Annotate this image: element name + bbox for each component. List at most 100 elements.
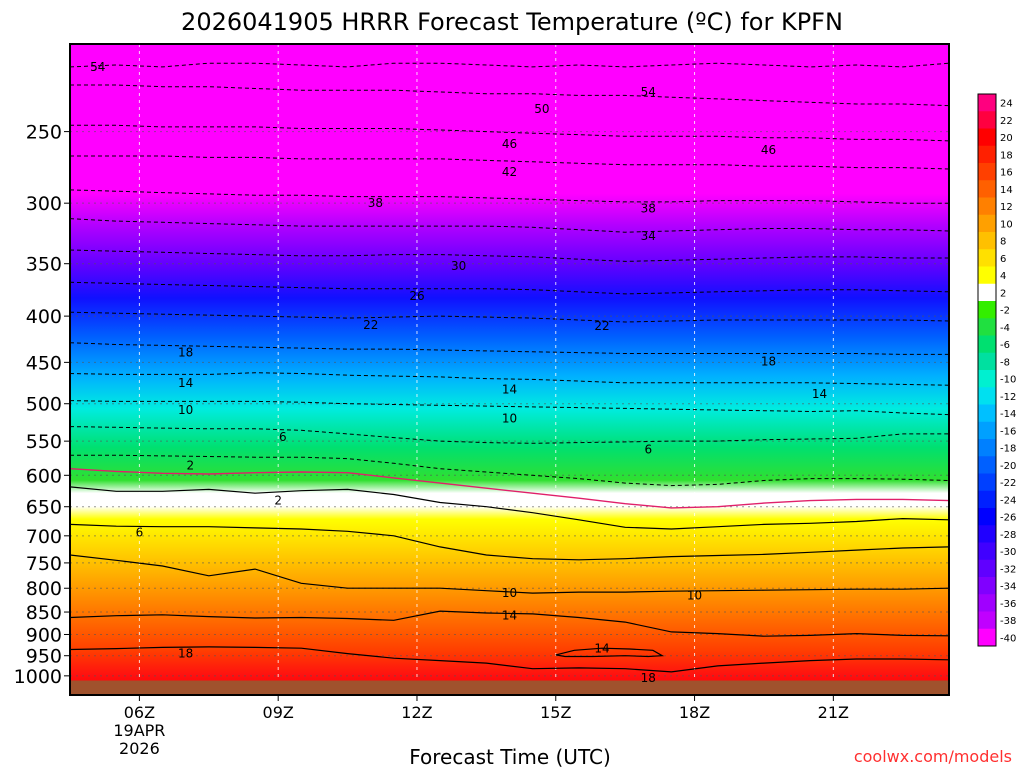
colorbar-swatch: [978, 370, 996, 388]
contour-label: 22: [363, 318, 378, 332]
ground-surface: [70, 680, 949, 695]
colorbar-label: 24: [1000, 99, 1013, 110]
y-tick-label: 650: [26, 497, 62, 519]
contour-2: [70, 486, 949, 530]
y-tick-label: 750: [26, 553, 62, 575]
contour-14: [70, 610, 949, 637]
x-tick-label: 15Z: [540, 703, 571, 722]
contour-label: 46: [761, 143, 776, 157]
contour-label: 14: [178, 376, 193, 390]
y-tick-label: 500: [26, 394, 62, 416]
contour-label: 46: [502, 137, 517, 151]
isotherm-contours: [70, 62, 949, 673]
colorbar-swatch: [978, 318, 996, 336]
colorbar-label: 10: [1000, 219, 1013, 230]
y-tick-label: 1000: [14, 666, 62, 688]
colorbar-legend: 24 22 20 18 16 14 12 10 8 6 4 2 -2 -4 -6 -8 -10 -12 -14 -16…: [977, 93, 1016, 647]
colorbar-label: -10: [1000, 375, 1016, 386]
contour-label: 34: [641, 229, 656, 243]
x-tick-label: 06Z: [124, 703, 155, 722]
colorbar-label: -14: [1000, 409, 1016, 420]
colorbar-swatch: [978, 577, 996, 595]
colorbar-swatch: [978, 473, 996, 492]
x-tick-label: 21Z: [818, 703, 849, 722]
contour-label: 6: [644, 443, 652, 457]
colorbar-swatch: [978, 145, 996, 164]
y-tick-label: 450: [26, 352, 62, 374]
chart-title: 2026041905 HRRR Forecast Temperature (ºC…: [181, 8, 843, 36]
contour-label: 10: [687, 589, 702, 603]
x-axis-label: Forecast Time (UTC): [409, 745, 611, 768]
contour-label: 30: [451, 259, 466, 273]
contour-label: 14: [812, 387, 827, 401]
colorbar-label: -24: [1000, 495, 1016, 506]
contour-label: 18: [641, 671, 656, 685]
colorbar-swatch: [978, 283, 996, 302]
colorbar-label: 18: [1000, 150, 1013, 161]
y-tick-label: 900: [26, 624, 62, 646]
contour-label: 18: [761, 354, 776, 368]
colorbar-swatch: [978, 490, 996, 509]
contour-label: 18: [178, 647, 193, 661]
contour-label: 14: [594, 642, 609, 656]
colorbar-label: 16: [1000, 168, 1013, 179]
y-tick-label: 800: [26, 578, 62, 600]
contour-label: 54: [90, 60, 105, 74]
colorbar-label: -30: [1000, 547, 1016, 558]
colorbar-label: -34: [1000, 582, 1016, 593]
contour-label: 2: [186, 458, 194, 472]
contour-10: [70, 554, 949, 594]
colorbar-label: -8: [1000, 357, 1010, 368]
colorbar-swatch: [978, 542, 996, 561]
contour-label: 26: [409, 289, 424, 303]
colorbar-label: 22: [1000, 116, 1013, 127]
colorbar-label: -40: [1000, 633, 1016, 644]
colorbar-swatch: [978, 335, 996, 354]
y-tick-label: 850: [26, 602, 62, 624]
colorbar-swatch: [978, 180, 996, 198]
colorbar-swatch: [978, 128, 996, 147]
plot-frame: [69, 43, 950, 696]
y-tick-label: 400: [26, 306, 62, 328]
contour-label: 6: [136, 525, 144, 539]
contour-label: 10: [502, 586, 517, 600]
colorbar-label: -4: [1000, 323, 1010, 334]
colorbar-frame: [977, 93, 997, 647]
colorbar-label: -2: [1000, 306, 1010, 317]
contour-label: 50: [534, 102, 549, 116]
colorbar-swatch: [978, 421, 996, 440]
y-tick-label: 550: [26, 431, 62, 453]
colorbar-label: -26: [1000, 513, 1016, 524]
colorbar-label: 8: [1000, 237, 1006, 248]
contour-label: 14: [502, 608, 517, 622]
colorbar-label: 4: [1000, 271, 1006, 282]
colorbar-label: -32: [1000, 564, 1016, 575]
colorbar-swatch: [978, 594, 996, 612]
colorbar-swatch: [978, 111, 996, 129]
contour-label: 10: [178, 403, 193, 417]
contour-label: 2: [274, 494, 282, 508]
colorbar-label: -18: [1000, 444, 1016, 455]
colorbar-label: -6: [1000, 340, 1010, 351]
contour-6: [70, 523, 949, 561]
contour-18: [70, 646, 949, 673]
colorbar-swatch: [978, 163, 996, 181]
y-tick-label: 300: [26, 193, 62, 215]
colorbar-swatch: [978, 197, 996, 216]
colorbar-label: -12: [1000, 392, 1016, 403]
colorbar-label: 14: [1000, 185, 1013, 196]
colorbar-swatch: [978, 232, 996, 250]
colorbar-label: -16: [1000, 426, 1016, 437]
y-tick-label: 700: [26, 526, 62, 548]
colorbar-swatch: [978, 628, 996, 647]
colorbar-swatch: [978, 611, 996, 630]
colorbar-label: -28: [1000, 530, 1016, 541]
contour-zero: [70, 468, 949, 509]
x-tick-label: 12Z: [401, 703, 432, 722]
y-axis: 2503003504004505005506006507007508008509…: [14, 122, 70, 688]
colorbar-swatch: [978, 214, 996, 233]
